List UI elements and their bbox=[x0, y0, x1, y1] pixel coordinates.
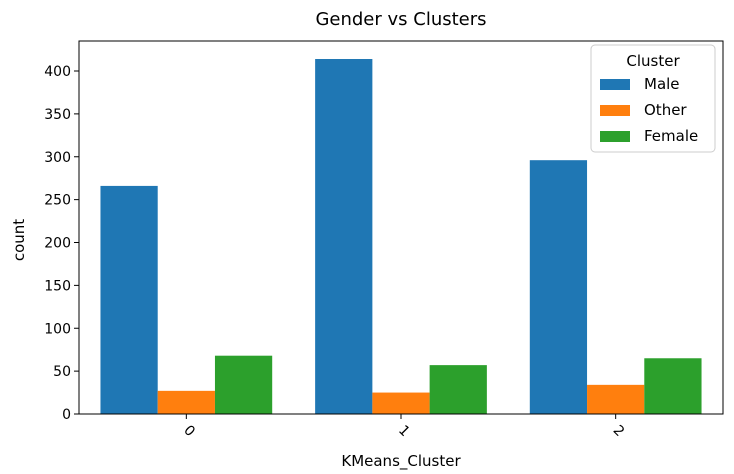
y-tick-label: 0 bbox=[62, 407, 71, 423]
bar-male-cluster-2 bbox=[529, 160, 588, 414]
bar-other-cluster-0 bbox=[157, 390, 215, 414]
y-tick-label: 50 bbox=[53, 364, 71, 380]
bar-female-cluster-0 bbox=[214, 355, 273, 414]
bar-male-cluster-0 bbox=[100, 185, 158, 414]
y-tick-label: 100 bbox=[44, 321, 71, 337]
legend-box bbox=[590, 44, 716, 153]
legend-label-other: Other bbox=[644, 101, 687, 119]
legend-swatch-female bbox=[600, 131, 630, 142]
legend-title: Cluster bbox=[626, 52, 680, 70]
legend: Cluster Male Other Female bbox=[590, 44, 716, 153]
legend-swatch-other bbox=[600, 105, 630, 116]
y-axis: 0 50 100 150 200 250 300 350 400 bbox=[44, 64, 79, 423]
x-tick-label-2: 2 bbox=[610, 422, 628, 440]
x-tick-label-0: 0 bbox=[180, 422, 198, 440]
plot-area bbox=[78, 40, 724, 415]
legend-label-female: Female bbox=[644, 127, 698, 145]
bar-female-cluster-2 bbox=[644, 358, 702, 414]
y-tick-label: 400 bbox=[44, 64, 71, 80]
legend-label-male: Male bbox=[644, 75, 680, 93]
legend-swatch-male bbox=[600, 79, 630, 90]
y-tick-label: 200 bbox=[44, 236, 71, 252]
y-tick-label: 150 bbox=[44, 278, 71, 294]
y-tick-label: 350 bbox=[44, 107, 71, 123]
bar-male-cluster-1 bbox=[315, 59, 373, 414]
bar-other-cluster-2 bbox=[587, 384, 645, 414]
x-axis: 0 1 2 bbox=[180, 414, 627, 440]
x-tick-label-1: 1 bbox=[395, 422, 413, 440]
bar-female-cluster-1 bbox=[429, 365, 487, 414]
bar-other-cluster-1 bbox=[372, 392, 430, 414]
x-axis-label: KMeans_Cluster bbox=[341, 452, 461, 471]
chart-title: Gender vs Clusters bbox=[315, 9, 486, 30]
y-tick-label: 250 bbox=[44, 193, 71, 209]
y-axis-label: count bbox=[10, 219, 28, 261]
y-tick-label: 300 bbox=[44, 150, 71, 166]
